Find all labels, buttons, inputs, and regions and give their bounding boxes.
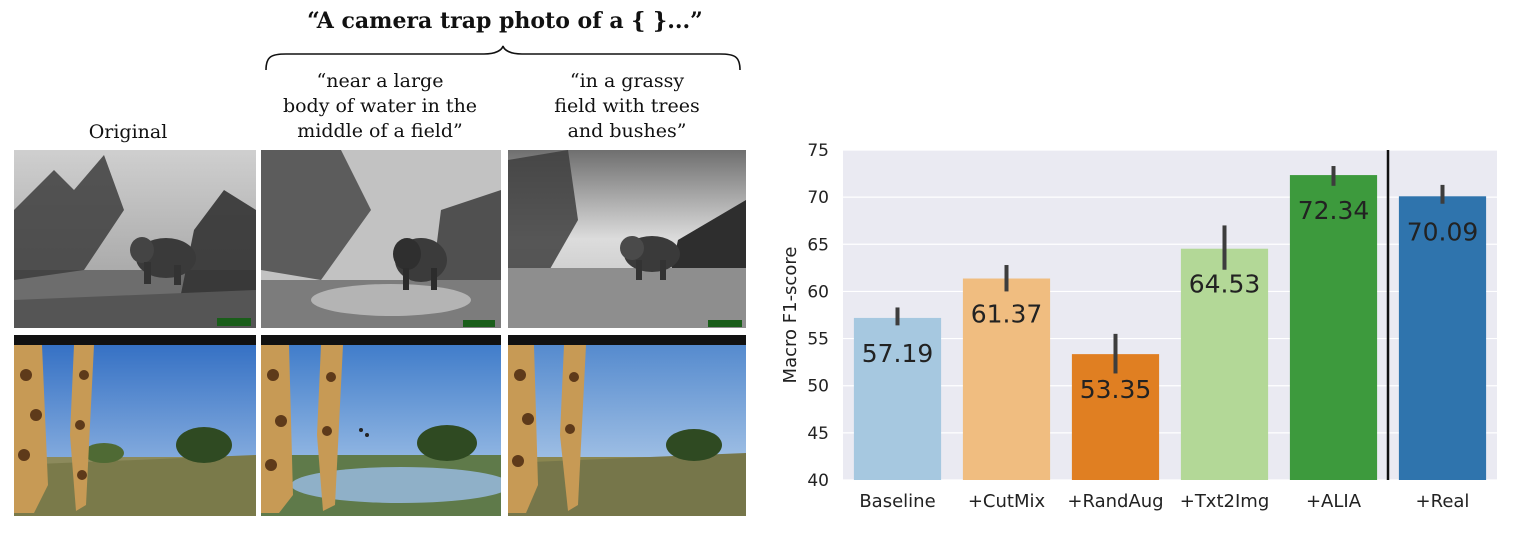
column-header-line: and bushes” xyxy=(567,120,687,142)
value-label: 64.53 xyxy=(1189,270,1261,299)
elephant-photo-water xyxy=(261,150,501,328)
y-axis-label: Macro F1-score xyxy=(780,247,801,384)
macro-f1-bar-chart: 57.19 61.37 53.35 64.53 72.34 70.09 40 45 50 55 6… xyxy=(780,141,1497,512)
giraffe-photo-grassy xyxy=(508,335,746,516)
bar xyxy=(1289,175,1378,480)
column-header-line: “in a grassy xyxy=(569,70,685,92)
y-tick-label: 45 xyxy=(807,424,829,444)
y-tick-label: 65 xyxy=(807,235,829,255)
column-header-line: body of water in the xyxy=(282,95,478,117)
giraffe-photo-water xyxy=(261,335,501,516)
y-tick-label: 70 xyxy=(807,188,829,208)
value-label: 53.35 xyxy=(1080,375,1152,404)
y-tick-label: 40 xyxy=(807,471,829,491)
y-tick-label: 60 xyxy=(807,282,829,302)
y-tick-labels: 40 45 50 55 60 65 70 75 xyxy=(807,141,829,491)
giraffe-photo-original xyxy=(14,335,256,516)
bar xyxy=(1071,354,1160,480)
x-tick-label: +Txt2Img xyxy=(1180,491,1270,512)
column-header-line: “near a large xyxy=(316,70,444,92)
error-bars xyxy=(895,166,1445,374)
column-header-line: field with trees xyxy=(554,95,700,117)
value-label: 57.19 xyxy=(862,339,934,368)
column-header-line: middle of a field” xyxy=(297,120,463,142)
y-tick-label: 50 xyxy=(807,377,829,397)
x-tick-label: Baseline xyxy=(859,491,935,512)
x-tick-label: +RandAug xyxy=(1067,491,1163,512)
x-tick-labels: Baseline +CutMix +RandAug +Txt2Img +ALIA +Rea… xyxy=(859,491,1469,512)
x-tick-label: +CutMix xyxy=(968,491,1046,512)
x-tick-label: +Real xyxy=(1416,491,1470,512)
value-labels: 57.19 61.37 53.35 64.53 72.34 70.09 xyxy=(862,196,1479,404)
column-header-original: Original xyxy=(14,120,242,145)
curly-brace-icon xyxy=(265,45,741,71)
bar xyxy=(962,278,1051,480)
bar xyxy=(1398,196,1487,480)
bar xyxy=(853,317,942,480)
elephant-photo-original xyxy=(14,150,256,328)
x-tick-label: +ALIA xyxy=(1306,491,1362,512)
column-header-line: Original xyxy=(88,121,168,143)
value-label: 61.37 xyxy=(971,300,1043,329)
value-label: 70.09 xyxy=(1407,217,1479,246)
column-header-grassy: “in a grassy field with trees and bushes… xyxy=(506,69,748,144)
bars xyxy=(853,175,1487,480)
value-label: 72.34 xyxy=(1298,196,1370,225)
prompt-title: “A camera trap photo of a { }...” xyxy=(307,8,703,34)
bar xyxy=(1180,248,1269,480)
y-tick-label: 55 xyxy=(807,330,829,350)
column-header-water: “near a large body of water in the middl… xyxy=(258,69,502,144)
y-tick-label: 75 xyxy=(807,141,829,161)
elephant-photo-grassy xyxy=(508,150,746,328)
